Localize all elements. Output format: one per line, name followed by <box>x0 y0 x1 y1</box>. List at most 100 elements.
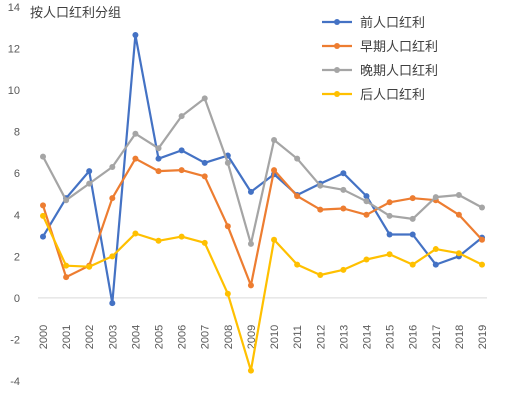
data-point <box>109 253 116 260</box>
data-point <box>178 167 185 174</box>
data-point <box>479 261 485 268</box>
legend-swatch-marker <box>334 91 340 97</box>
data-point <box>363 256 370 263</box>
data-point <box>40 202 46 209</box>
data-point <box>363 198 370 205</box>
data-point <box>178 233 185 240</box>
x-tick-label: 2006 <box>177 325 189 349</box>
data-point <box>155 155 162 162</box>
series-3 <box>40 95 485 247</box>
data-point <box>386 212 393 219</box>
data-point <box>178 147 185 154</box>
series-4 <box>40 212 485 374</box>
y-tick-label: 8 <box>14 127 20 139</box>
x-tick-label: 2002 <box>84 325 96 349</box>
y-tick-label: 14 <box>8 2 20 14</box>
legend-item: 后人口红利 <box>322 87 425 103</box>
data-point <box>224 223 231 230</box>
series-line <box>41 214 484 372</box>
x-tick-label: 2003 <box>107 325 119 349</box>
legend-label: 前人口红利 <box>360 15 425 31</box>
data-point <box>109 300 116 307</box>
data-point <box>340 170 347 177</box>
data-point <box>271 167 278 174</box>
y-tick-label: 6 <box>14 168 20 180</box>
data-point <box>132 230 139 237</box>
chart-title: 按人口红利分组 <box>30 5 121 21</box>
data-point <box>386 199 393 206</box>
y-tick-label: 2 <box>14 251 20 263</box>
data-point <box>132 130 139 137</box>
data-point <box>201 239 208 246</box>
x-tick-label: 2001 <box>61 325 73 349</box>
data-point <box>409 231 416 238</box>
legend-swatch-marker <box>334 19 340 25</box>
y-tick-label: 0 <box>14 293 20 305</box>
data-point <box>432 194 439 201</box>
data-point <box>155 145 162 152</box>
data-point <box>247 240 254 247</box>
data-point <box>271 136 278 143</box>
data-point <box>409 261 416 268</box>
legend-label: 后人口红利 <box>360 87 425 103</box>
data-point <box>201 159 208 166</box>
data-point <box>317 182 324 189</box>
data-point <box>271 236 278 243</box>
data-point <box>340 186 347 193</box>
x-tick-label: 2007 <box>200 325 212 349</box>
data-point <box>109 163 116 170</box>
x-tick-label: 2010 <box>269 325 281 349</box>
data-point <box>86 168 93 175</box>
y-tick-label: -4 <box>10 376 20 388</box>
data-point <box>479 236 485 243</box>
data-point <box>63 274 70 281</box>
data-point <box>340 205 347 212</box>
x-tick-label: 2017 <box>431 325 443 349</box>
data-point <box>317 272 324 279</box>
data-point <box>224 290 231 297</box>
data-point <box>86 263 93 270</box>
data-point <box>294 155 301 162</box>
data-point <box>40 212 46 219</box>
legend-item: 晚期人口红利 <box>322 63 438 79</box>
data-point <box>340 266 347 273</box>
x-tick-label: 2015 <box>385 325 397 349</box>
legend-item: 前人口红利 <box>322 15 425 31</box>
series-line <box>41 157 484 287</box>
x-tick-label: 2014 <box>361 325 373 349</box>
data-point <box>363 211 370 218</box>
legend-swatch-marker <box>334 67 340 73</box>
x-tick-label: 2008 <box>223 325 235 349</box>
data-point <box>455 192 462 199</box>
data-point <box>294 261 301 268</box>
data-point <box>317 206 324 213</box>
data-point <box>455 250 462 257</box>
data-point <box>132 155 139 162</box>
legend-swatch-marker <box>334 43 340 49</box>
data-point <box>386 251 393 258</box>
data-point <box>247 367 254 374</box>
data-point <box>201 95 208 102</box>
data-point <box>247 282 254 289</box>
x-tick-label: 2004 <box>130 325 142 349</box>
x-tick-label: 2018 <box>454 325 466 349</box>
data-point <box>155 237 162 244</box>
data-point <box>201 173 208 180</box>
x-tick-label: 2000 <box>38 325 50 349</box>
y-tick-label: 4 <box>14 210 20 222</box>
legend-label: 晚期人口红利 <box>360 63 438 79</box>
data-point <box>155 168 162 175</box>
data-point <box>40 153 46 160</box>
y-tick-label: 10 <box>8 85 20 97</box>
data-point <box>432 246 439 253</box>
y-tick-label: 12 <box>8 44 20 56</box>
data-point <box>409 215 416 222</box>
data-point <box>294 193 301 200</box>
data-point <box>178 113 185 120</box>
data-point <box>40 233 46 240</box>
x-tick-label: 2019 <box>477 325 489 349</box>
legend-item: 早期人口红利 <box>322 39 438 55</box>
